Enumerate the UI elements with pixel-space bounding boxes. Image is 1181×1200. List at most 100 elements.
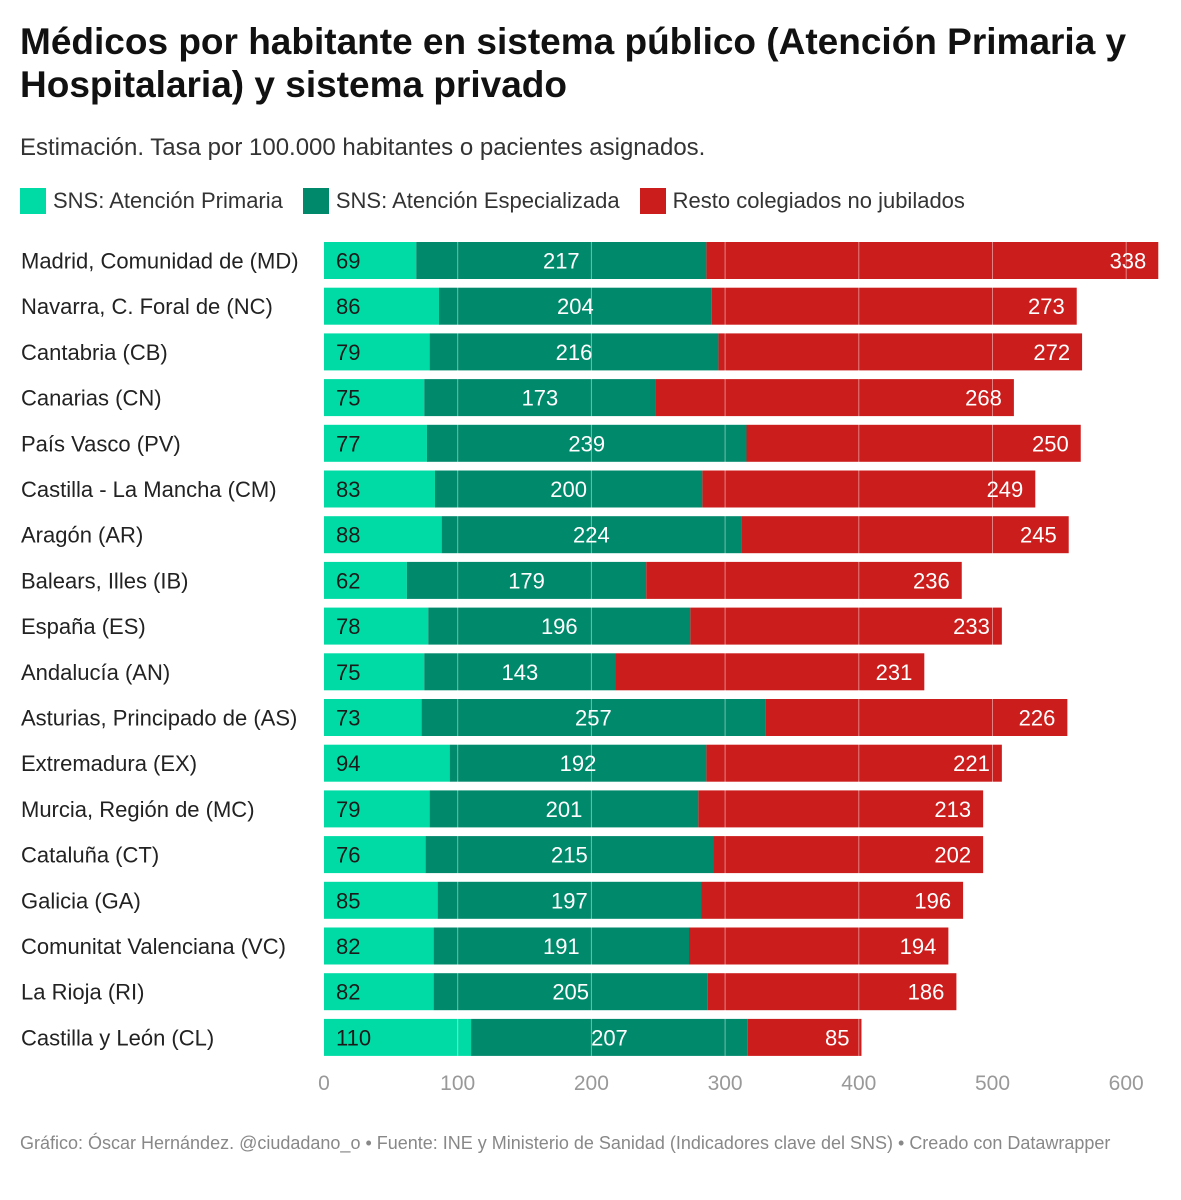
bar-segment-especializada — [421, 699, 766, 736]
bar-segment-primaria — [324, 881, 438, 919]
bar-segment-resto — [707, 973, 957, 1011]
legend-swatch-resto — [639, 188, 666, 214]
bar-segment-especializada — [406, 561, 647, 599]
bar-segment-especializada — [438, 287, 712, 325]
legend-label-especializada: SNS: Atención Especializada — [335, 188, 620, 213]
bar-value-label: 73 — [336, 706, 360, 731]
bar-value-label: 215 — [551, 843, 588, 868]
bar-value-label: 62 — [336, 568, 360, 593]
bar-segment-especializada — [426, 424, 747, 462]
bar-segment-primaria — [324, 379, 425, 417]
bar-value-label: 196 — [914, 888, 951, 913]
bar-value-label: 202 — [934, 843, 971, 868]
bar-segment-resto — [747, 1018, 862, 1056]
category-label: Asturias, Principado de (AS) — [21, 706, 297, 731]
bar-value-label: 194 — [900, 934, 937, 959]
category-label: Extremadura (EX) — [21, 751, 197, 776]
category-label: La Rioja (RI) — [21, 980, 144, 1005]
bar-value-label: 245 — [1020, 523, 1057, 548]
bar-segment-especializada — [416, 242, 707, 279]
category-label: Cataluña (CT) — [21, 843, 159, 868]
bar-segment-resto — [711, 287, 1077, 325]
bar-value-label: 186 — [908, 980, 945, 1005]
bar-segment-primaria — [324, 699, 422, 736]
bar-value-label: 79 — [336, 797, 360, 822]
bar-value-label: 200 — [550, 477, 587, 502]
bar-value-label: 272 — [1033, 340, 1070, 365]
bar-segment-resto — [702, 470, 1036, 508]
bar-value-label: 233 — [953, 614, 990, 639]
bar-value-label: 217 — [543, 249, 580, 274]
bar-segment-primaria — [324, 836, 426, 874]
bar-segment-resto — [689, 927, 949, 965]
category-label: Navarra, C. Foral de (NC) — [21, 294, 273, 319]
bar-segment-especializada — [425, 836, 714, 874]
bar-value-label: 82 — [336, 980, 360, 1005]
x-tick-label: 200 — [574, 1072, 609, 1095]
bar-value-label: 239 — [568, 431, 605, 456]
bar-value-label: 207 — [591, 1025, 628, 1050]
category-label: Comunitat Valenciana (VC) — [21, 934, 286, 959]
bar-value-label: 205 — [552, 980, 589, 1005]
bar-segment-resto — [701, 881, 964, 919]
bar-segment-especializada — [471, 1018, 748, 1056]
bar-value-label: 179 — [508, 568, 545, 593]
bar-segment-primaria — [324, 516, 442, 554]
bar-value-label: 77 — [336, 431, 360, 456]
bar-segment-primaria — [324, 653, 425, 691]
category-label: Castilla - La Mancha (CM) — [21, 477, 277, 502]
bar-segment-resto — [765, 699, 1068, 736]
bar-segment-resto — [746, 424, 1081, 462]
category-label: Balears, Illes (IB) — [21, 568, 189, 593]
bar-segment-primaria — [324, 1018, 472, 1056]
bar-segment-especializada — [428, 607, 691, 645]
category-label: Canarias (CN) — [21, 386, 162, 411]
bar-segment-especializada — [433, 927, 690, 965]
chart-title: Médicos por habitante en sistema público… — [20, 21, 1127, 105]
bar-value-label: 69 — [336, 249, 360, 274]
bar-segment-primaria — [324, 607, 429, 645]
bar-value-label: 88 — [336, 523, 360, 548]
bar-segment-especializada — [441, 516, 742, 554]
bar-segment-primaria — [324, 744, 450, 782]
bar-segment-primaria — [324, 790, 430, 828]
bar-value-label: 143 — [502, 660, 539, 685]
category-label: Madrid, Comunidad de (MD) — [21, 249, 299, 274]
bar-value-label: 257 — [575, 706, 612, 731]
bar-segment-resto — [615, 653, 925, 691]
bar-value-label: 201 — [546, 797, 583, 822]
bar-value-label: 85 — [825, 1025, 849, 1050]
bar-value-label: 204 — [557, 294, 594, 319]
bar-value-label: 221 — [953, 751, 990, 776]
bar-segment-primaria — [324, 287, 439, 325]
chart-legend: SNS: Atención Primaria SNS: Atención Esp… — [20, 188, 985, 214]
bar-segment-resto — [706, 242, 1159, 279]
bar-segment-resto — [698, 790, 984, 828]
category-label: Cantabria (CB) — [21, 340, 168, 365]
bar-value-label: 191 — [543, 934, 580, 959]
legend-item-especializada: SNS: Atención Especializada — [302, 188, 620, 214]
bar-segment-primaria — [324, 470, 435, 508]
bar-segment-resto — [655, 379, 1014, 417]
bar-segment-resto — [646, 561, 962, 599]
category-label: Murcia, Región de (MC) — [21, 797, 255, 822]
chart-subtitle: Estimación. Tasa por 100.000 habitantes … — [20, 134, 706, 161]
bar-value-label: 213 — [934, 797, 971, 822]
bar-value-label: 250 — [1032, 431, 1069, 456]
bar-value-label: 197 — [551, 888, 588, 913]
bar-value-label: 192 — [560, 751, 597, 776]
category-label: Andalucía (AN) — [21, 660, 170, 685]
bar-segment-primaria — [324, 424, 427, 462]
legend-label-primaria: SNS: Atención Primaria — [53, 188, 283, 213]
stacked-bar-chart: Madrid, Comunidad de (MD) 69 217 338 Navarra… — [21, 230, 1159, 1095]
bar-segment-especializada — [449, 744, 707, 782]
x-tick-label: 600 — [1109, 1072, 1144, 1095]
bar-value-label: 82 — [336, 934, 360, 959]
bar-segment-resto — [706, 744, 1002, 782]
bar-segment-resto — [741, 516, 1069, 554]
bar-value-label: 338 — [1110, 249, 1147, 274]
bar-segment-resto — [713, 836, 984, 874]
bar-value-label: 75 — [336, 660, 360, 685]
bar-value-label: 85 — [336, 888, 360, 913]
bar-value-label: 226 — [1019, 706, 1056, 731]
